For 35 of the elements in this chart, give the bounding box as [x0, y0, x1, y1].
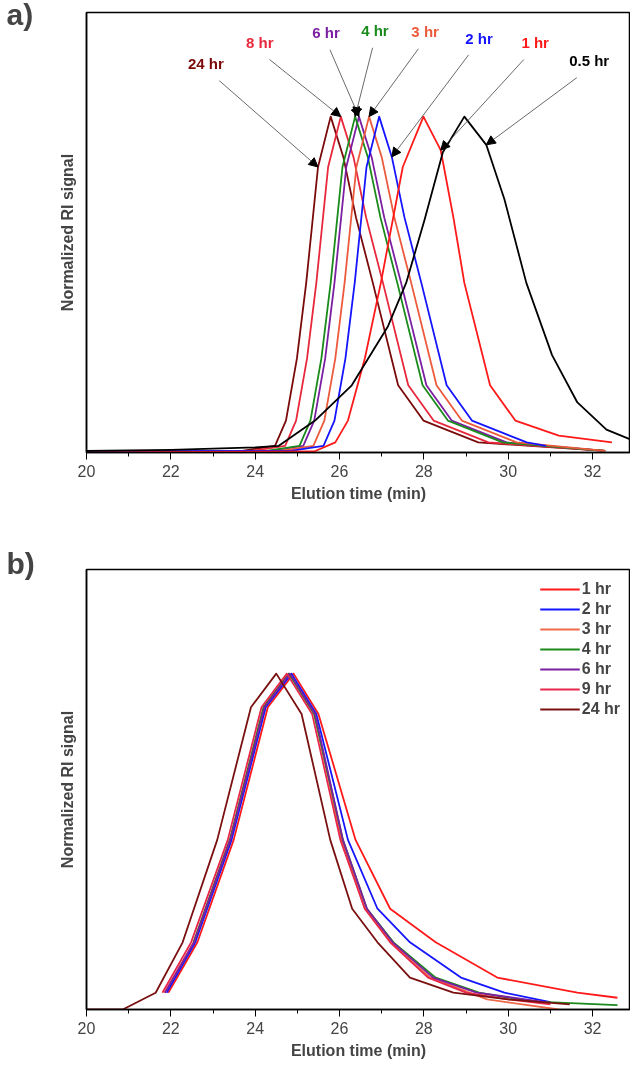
- x-tick-label: 20: [77, 1019, 96, 1037]
- legend-label: 3 hr: [581, 620, 612, 638]
- legend-label: 6 hr: [581, 660, 612, 678]
- x-tick-label: 28: [414, 1019, 433, 1037]
- x-tick-label: 24: [246, 462, 265, 480]
- x-tick-label: 24: [246, 1019, 265, 1037]
- y-axis-title: Normalized RI signal: [58, 153, 76, 312]
- x-tick-label: 28: [414, 462, 433, 480]
- annotation: 6 hr: [312, 24, 340, 42]
- annotation: 2 hr: [465, 29, 494, 47]
- annotation: 0.5 hr: [569, 52, 610, 70]
- x-tick-label: 32: [583, 462, 602, 480]
- legend-label: 24 hr: [581, 700, 620, 718]
- y-axis-title: Normalized RI signal: [58, 710, 76, 869]
- legend-label: 1 hr: [581, 580, 612, 598]
- annotation: 3 hr: [411, 23, 440, 41]
- annotation: 4 hr: [361, 22, 389, 40]
- x-tick-label: 30: [499, 462, 518, 480]
- x-tick-label: 30: [499, 1019, 518, 1037]
- annotation: 1 hr: [521, 34, 550, 52]
- x-tick-label: 20: [77, 462, 96, 480]
- legend-label: 2 hr: [581, 600, 612, 618]
- annotation: 24 hr: [187, 55, 224, 73]
- x-tick-label: 22: [161, 462, 180, 480]
- chart-title: a): [6, 0, 34, 31]
- x-tick-label: 26: [330, 1019, 349, 1037]
- x-tick-label: 22: [161, 1019, 180, 1037]
- legend-label: 4 hr: [581, 640, 612, 658]
- x-axis-title: Elution time (min): [290, 484, 427, 502]
- legend-label: 9 hr: [581, 680, 612, 698]
- x-axis-title: Elution time (min): [290, 1041, 427, 1059]
- x-tick-label: 32: [583, 1019, 602, 1037]
- chart-title: b): [6, 546, 35, 580]
- annotation: 8 hr: [246, 34, 274, 52]
- x-tick-label: 26: [330, 462, 349, 480]
